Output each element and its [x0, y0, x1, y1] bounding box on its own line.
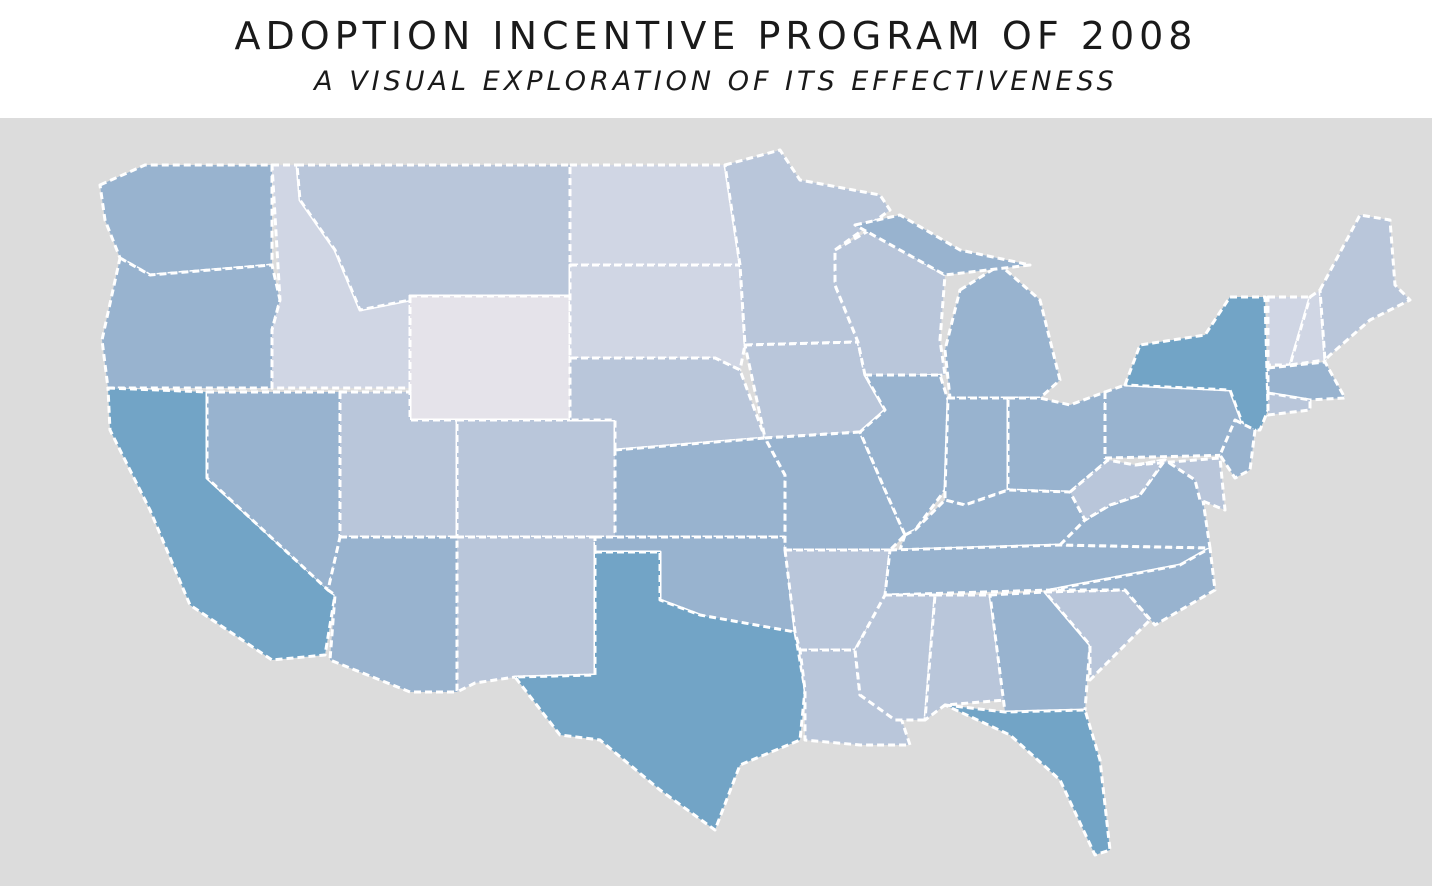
state-in[interactable]	[943, 396, 1010, 507]
state-mi[interactable]	[943, 263, 1062, 400]
state-sd[interactable]	[568, 263, 747, 372]
state-ga[interactable]	[988, 590, 1092, 714]
state-tx[interactable]	[513, 550, 807, 832]
state-ma[interactable]	[1266, 360, 1347, 402]
state-or[interactable]	[100, 256, 282, 390]
state-al[interactable]	[923, 593, 1007, 722]
state-nd[interactable]	[568, 163, 742, 267]
us-choropleth-map	[98, 148, 1412, 857]
state-wi[interactable]	[833, 228, 947, 380]
state-wy[interactable]	[408, 294, 572, 422]
state-fl[interactable]	[943, 703, 1112, 857]
state-nc[interactable]	[1048, 546, 1217, 627]
page-subtitle: A VISUAL EXPLORATION OF ITS EFFECTIVENES…	[314, 66, 1118, 97]
state-wv[interactable]	[1068, 458, 1167, 522]
state-ca[interactable]	[106, 386, 337, 662]
state-ks[interactable]	[613, 436, 787, 539]
state-va[interactable]	[1058, 458, 1212, 550]
state-nm[interactable]	[455, 535, 597, 694]
state-miu[interactable]	[853, 213, 1032, 277]
state-mn[interactable]	[723, 148, 892, 347]
state-wa[interactable]	[98, 163, 274, 277]
header: ADOPTION INCENTIVE PROGRAM OF 2008 A VIS…	[0, 0, 1432, 118]
state-ct[interactable]	[1266, 391, 1312, 417]
state-co[interactable]	[455, 418, 617, 539]
state-me[interactable]	[1318, 213, 1412, 362]
page-title: ADOPTION INCENTIVE PROGRAM OF 2008	[234, 14, 1198, 58]
state-sc[interactable]	[1043, 588, 1152, 682]
state-az[interactable]	[326, 535, 459, 694]
state-nj[interactable]	[1218, 418, 1257, 480]
state-ky[interactable]	[898, 488, 1087, 552]
state-md[interactable]	[1133, 456, 1227, 512]
